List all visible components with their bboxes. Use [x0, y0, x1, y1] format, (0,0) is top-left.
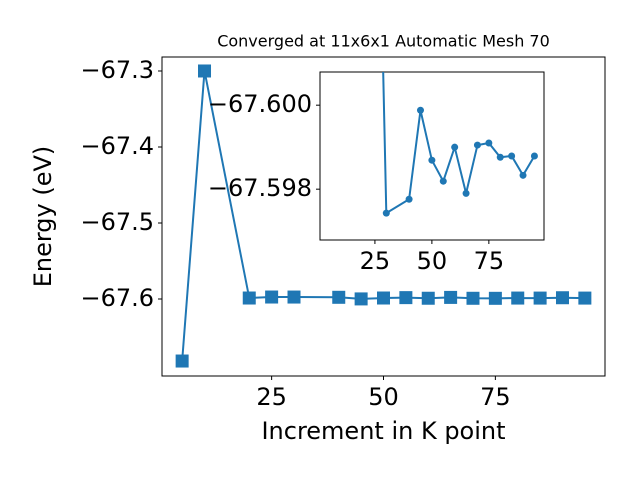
- series: [382, 72, 538, 217]
- y-tick-label: −67.6: [80, 284, 154, 312]
- data-point: [416, 106, 424, 114]
- chart-title: Converged at 11x6x1 Automatic Mesh 70: [217, 32, 550, 51]
- data-point: [198, 64, 212, 78]
- x-tick-label: 75: [480, 383, 511, 411]
- x-tick-label: 25: [256, 383, 287, 411]
- y-tick-label: −67.5: [80, 208, 154, 236]
- data-point: [466, 291, 480, 305]
- data-point: [444, 290, 458, 304]
- x-tick-label: 25: [360, 247, 391, 275]
- series: [175, 64, 592, 368]
- data-point: [265, 290, 279, 304]
- x-tick-label: 75: [474, 247, 505, 275]
- data-point: [533, 291, 547, 305]
- data-point: [332, 290, 346, 304]
- data-point: [399, 291, 413, 305]
- data-point: [488, 291, 502, 305]
- data-point: [511, 291, 525, 305]
- x-tick-label: 50: [368, 383, 399, 411]
- data-point: [405, 195, 413, 203]
- data-point: [578, 291, 592, 305]
- y-tick-label: −67.600: [208, 90, 312, 118]
- data-point: [473, 141, 481, 149]
- data-point: [242, 291, 256, 305]
- data-point: [519, 171, 527, 179]
- data-point: [421, 291, 435, 305]
- data-point: [377, 291, 390, 305]
- data-point: [287, 290, 301, 304]
- data-point: [496, 153, 504, 161]
- data-point: [451, 143, 459, 151]
- data-point: [530, 152, 538, 160]
- y-tick-label: −67.598: [208, 174, 312, 202]
- x-axis-label: Increment in K point: [261, 417, 505, 445]
- y-axis-label: Energy (eV): [29, 146, 57, 288]
- data-point: [462, 189, 470, 197]
- data-point: [508, 152, 516, 160]
- y-tick-label: −67.4: [80, 132, 154, 160]
- data-point: [382, 209, 390, 217]
- data-point: [354, 292, 368, 306]
- data-point: [428, 156, 436, 164]
- x-tick-label: 50: [417, 247, 448, 275]
- data-point: [555, 291, 569, 305]
- data-point: [485, 139, 493, 147]
- data-point: [175, 354, 189, 368]
- y-tick-label: −67.3: [80, 56, 154, 84]
- data-point: [439, 177, 447, 185]
